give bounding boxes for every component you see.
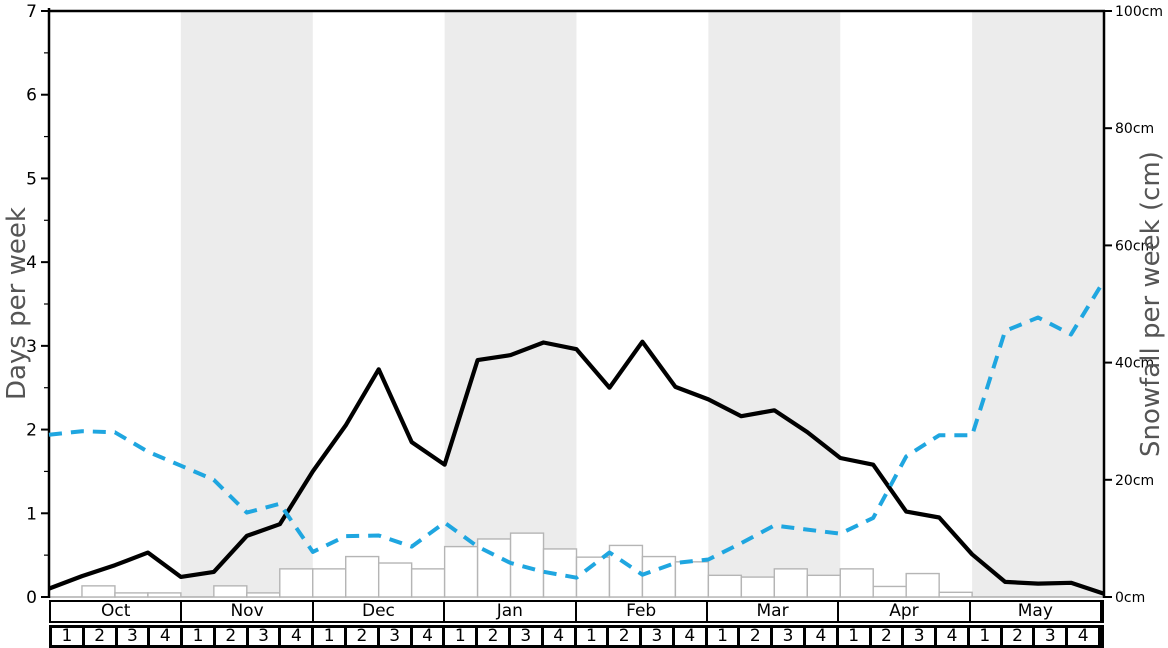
- week-cell-dec-1: 1: [314, 628, 348, 645]
- snowfall-bar: [279, 568, 314, 598]
- snowfall-bar: [641, 555, 677, 598]
- week-cell-dec-4: 4: [413, 628, 446, 645]
- right-tick-label: 20cm: [1115, 473, 1154, 489]
- snowfall-bar: [147, 592, 182, 598]
- snowfall-bar: [740, 576, 776, 598]
- month-cell-may: May: [971, 602, 1102, 621]
- week-cell-oct-1: 1: [52, 628, 85, 645]
- week-cell-dec-2: 2: [347, 628, 380, 645]
- month-row: Oct Nov Dec Jan Feb Mar Apr May: [49, 600, 1104, 623]
- left-tick-label: 7: [26, 2, 37, 22]
- week-cell-may-3: 3: [1035, 628, 1069, 645]
- left-tick-label: 4: [26, 253, 37, 273]
- week-cell-may-2: 2: [1003, 628, 1036, 645]
- snowfall-bar: [806, 574, 841, 598]
- month-band-nov: [180, 11, 313, 597]
- week-cell-may-4: 4: [1068, 628, 1101, 645]
- month-cell-nov: Nov: [182, 602, 314, 621]
- week-cell-nov-4: 4: [281, 628, 315, 645]
- snowfall-bar: [443, 545, 479, 598]
- week-cell-oct-2: 2: [85, 628, 118, 645]
- snowfall-bar: [476, 538, 512, 598]
- month-cell-oct: Oct: [51, 602, 183, 621]
- week-cell-nov-1: 1: [183, 628, 216, 645]
- snowfall-bar: [246, 592, 281, 598]
- days-per-week-line: [48, 339, 1105, 596]
- week-cell-apr-3: 3: [904, 628, 938, 645]
- snowfall-bar: [674, 561, 710, 598]
- snowfall-bar: [872, 585, 907, 598]
- snowfall-bar: [410, 568, 446, 598]
- week-cell-oct-3: 3: [118, 628, 151, 645]
- snowfall-bar: [509, 532, 545, 598]
- left-tick-label: 0: [26, 588, 37, 608]
- month-band-jan: [444, 11, 577, 597]
- snowfall-bar: [839, 568, 874, 598]
- snowfall-bar: [81, 585, 116, 598]
- right-tick-label: 60cm: [1115, 238, 1154, 254]
- right-tick-label: 40cm: [1115, 356, 1154, 372]
- week-cell-nov-3: 3: [249, 628, 282, 645]
- month-cell-mar: Mar: [708, 602, 840, 621]
- snowfall-trend-line: [48, 279, 1106, 580]
- week-cell-apr-1: 1: [839, 628, 872, 645]
- snowfall-bar: [377, 562, 413, 598]
- right-axis-title: Snowfall per week (cm): [1136, 151, 1166, 457]
- week-cell-oct-4: 4: [150, 628, 184, 645]
- snowfall-bar: [114, 592, 149, 598]
- left-tick-label: 3: [26, 337, 37, 357]
- week-cell-mar-4: 4: [806, 628, 839, 645]
- left-tick-label: 6: [26, 86, 37, 106]
- week-cell-jan-4: 4: [544, 628, 577, 645]
- week-cell-nov-2: 2: [216, 628, 249, 645]
- month-cell-jan: Jan: [445, 602, 577, 621]
- right-tick-label: 0cm: [1115, 590, 1145, 606]
- week-cell-may-1: 1: [970, 628, 1003, 645]
- month-cell-apr: Apr: [839, 602, 971, 621]
- month-band-may: [972, 11, 1104, 597]
- right-tick-label: 80cm: [1115, 121, 1154, 137]
- week-cell-dec-3: 3: [380, 628, 413, 645]
- left-tick-label: 5: [26, 169, 37, 189]
- week-cell-apr-4: 4: [937, 628, 970, 645]
- left-axis-title: Days per week: [2, 207, 32, 401]
- week-cell-jan-3: 3: [511, 628, 544, 645]
- week-cell-apr-2: 2: [872, 628, 905, 645]
- snowfall-bar: [213, 585, 248, 598]
- week-cell-mar-2: 2: [740, 628, 774, 645]
- week-cell-mar-3: 3: [773, 628, 806, 645]
- snowfall-bar: [707, 574, 743, 598]
- week-cell-feb-4: 4: [675, 628, 708, 645]
- month-band-mar: [708, 11, 841, 597]
- week-cell-jan-1: 1: [445, 628, 479, 645]
- week-cell-jan-2: 2: [478, 628, 511, 645]
- snowfall-bar: [905, 572, 940, 598]
- snowfall-bar: [312, 568, 347, 598]
- left-tick-label: 2: [26, 421, 37, 441]
- week-cell-mar-1: 1: [708, 628, 741, 645]
- snowfall-bar: [608, 544, 644, 598]
- month-cell-dec: Dec: [314, 602, 446, 621]
- snowfall-bar: [773, 568, 808, 598]
- month-cell-feb: Feb: [577, 602, 708, 621]
- week-cell-feb-2: 2: [609, 628, 643, 645]
- right-tick-label: 100cm: [1115, 4, 1163, 20]
- snowfall-bar: [938, 591, 973, 598]
- left-tick-label: 1: [26, 504, 37, 524]
- snowfall-bar: [345, 555, 380, 598]
- week-cell-feb-3: 3: [642, 628, 675, 645]
- week-cell-feb-1: 1: [577, 628, 610, 645]
